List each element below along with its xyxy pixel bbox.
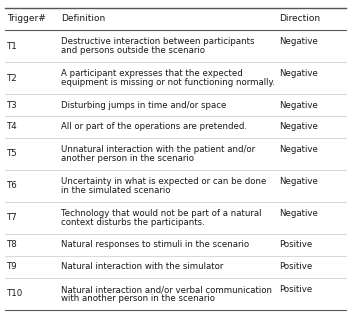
Text: T4: T4 (7, 122, 18, 131)
Text: Natural interaction and/or verbal communication: Natural interaction and/or verbal commun… (61, 285, 272, 294)
Text: T9: T9 (7, 262, 18, 271)
Text: Positive: Positive (279, 262, 312, 271)
Text: Negative: Negative (279, 37, 318, 46)
Text: Direction: Direction (279, 14, 320, 23)
Text: Positive: Positive (279, 240, 312, 249)
Text: T10: T10 (7, 289, 23, 298)
Text: Uncertainty in what is expected or can be done: Uncertainty in what is expected or can b… (61, 177, 267, 186)
Text: Unnatural interaction with the patient and/or: Unnatural interaction with the patient a… (61, 145, 256, 154)
Text: in the simulated scenario: in the simulated scenario (61, 186, 171, 195)
Text: Natural responses to stimuli in the scenario: Natural responses to stimuli in the scen… (61, 240, 250, 249)
Text: context disturbs the participants.: context disturbs the participants. (61, 218, 205, 227)
Text: Negative: Negative (279, 145, 318, 154)
Text: T5: T5 (7, 149, 18, 158)
Text: Positive: Positive (279, 285, 312, 294)
Text: and persons outside the scenario: and persons outside the scenario (61, 46, 205, 55)
Text: Trigger#: Trigger# (7, 14, 46, 23)
Text: Natural interaction with the simulator: Natural interaction with the simulator (61, 262, 224, 271)
Text: Technology that would not be part of a natural: Technology that would not be part of a n… (61, 209, 262, 218)
Text: T2: T2 (7, 74, 18, 83)
Text: Negative: Negative (279, 100, 318, 110)
Text: equipment is missing or not functioning normally.: equipment is missing or not functioning … (61, 78, 276, 87)
Text: Definition: Definition (61, 14, 106, 23)
Text: Negative: Negative (279, 209, 318, 218)
Text: T1: T1 (7, 42, 18, 51)
Text: Destructive interaction between participants: Destructive interaction between particip… (61, 37, 255, 46)
Text: Negative: Negative (279, 122, 318, 131)
Text: another person in the scenario: another person in the scenario (61, 154, 194, 163)
Text: T3: T3 (7, 100, 18, 110)
Text: with another person in the scenario: with another person in the scenario (61, 294, 216, 303)
Text: Disturbing jumps in time and/or space: Disturbing jumps in time and/or space (61, 100, 227, 110)
Text: A participant expresses that the expected: A participant expresses that the expecte… (61, 69, 243, 78)
Text: All or part of the operations are pretended.: All or part of the operations are preten… (61, 122, 247, 131)
Text: T8: T8 (7, 240, 18, 249)
Text: Negative: Negative (279, 69, 318, 79)
Text: T7: T7 (7, 213, 18, 223)
Text: Negative: Negative (279, 177, 318, 186)
Text: T6: T6 (7, 182, 18, 191)
